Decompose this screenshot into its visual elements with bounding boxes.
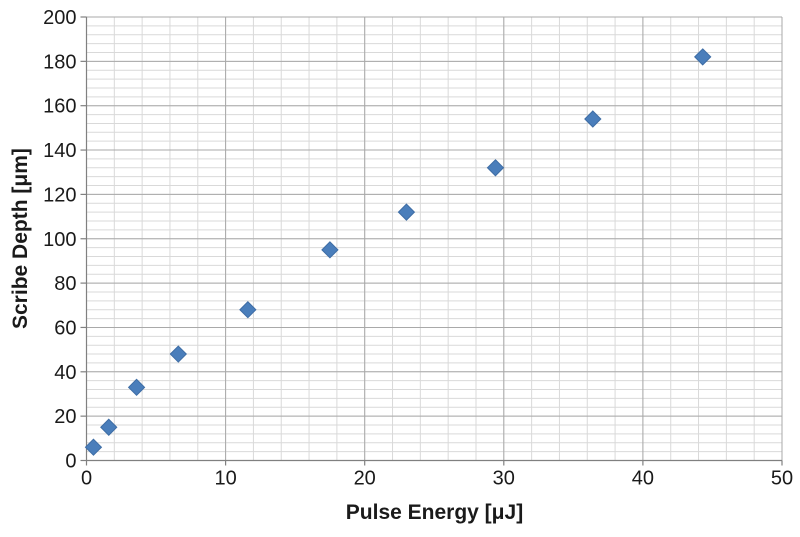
y-tick-label: 0 [65, 451, 76, 473]
y-axis-title: Scribe Depth [μm] [9, 148, 32, 330]
y-tick-label: 40 [54, 362, 76, 384]
x-tick-label: 30 [493, 468, 515, 490]
data-point-marker [84, 438, 103, 456]
y-tick-label: 140 [43, 140, 76, 162]
y-tick-label: 160 [43, 96, 76, 118]
x-tick-label: 0 [81, 468, 92, 490]
x-tick-label: 20 [354, 468, 376, 490]
data-point-marker [584, 110, 602, 128]
y-tick-label: 120 [43, 184, 76, 206]
data-point-marker [239, 301, 257, 319]
y-tick-label: 180 [43, 51, 76, 73]
data-point-marker [694, 48, 712, 66]
y-tick-label: 200 [43, 7, 76, 29]
data-point-marker [100, 418, 118, 436]
data-point-marker [127, 378, 146, 397]
y-tick-label: 20 [54, 406, 76, 428]
data-point-marker [169, 345, 188, 363]
data-point-marker [486, 159, 505, 177]
x-tick-label: 10 [214, 468, 236, 490]
x-axis-title: Pulse Energy [μJ] [345, 501, 524, 524]
y-tick-label: 100 [43, 229, 76, 251]
y-tick-label: 80 [54, 273, 76, 295]
y-tick-label: 60 [54, 317, 76, 339]
x-tick-label: 40 [632, 468, 654, 490]
x-tick-label: 50 [771, 468, 793, 490]
data-point-marker [321, 241, 339, 259]
data-point-marker [397, 203, 416, 221]
